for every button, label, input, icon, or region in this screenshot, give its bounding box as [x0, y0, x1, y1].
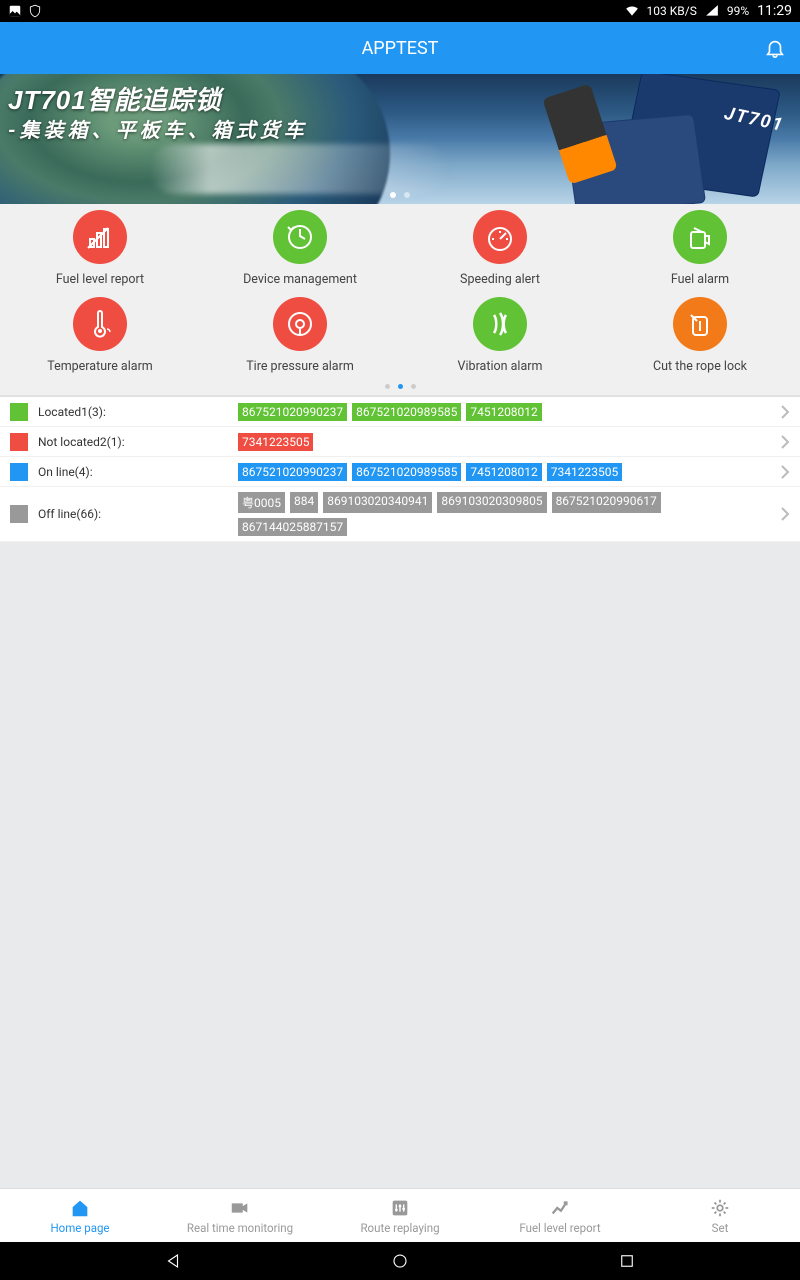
- device-chip[interactable]: 7451208012: [466, 463, 541, 481]
- status-label: Not located2(1):: [38, 435, 238, 449]
- thermo-icon: [83, 307, 117, 341]
- data-speed: 103 KB/S: [647, 4, 697, 18]
- nav-sliders[interactable]: Route replaying: [320, 1189, 480, 1242]
- device-chip[interactable]: 869103020309805: [437, 492, 546, 513]
- recent-icon[interactable]: [618, 1252, 636, 1270]
- feature-chart[interactable]: Fuel level report: [0, 208, 200, 295]
- status-color-indicator: [10, 463, 28, 481]
- wifi-icon: [625, 4, 639, 18]
- device-chip[interactable]: 867521020990237: [238, 403, 347, 421]
- feature-label: Fuel alarm: [671, 272, 729, 287]
- refresh-icon: [283, 220, 317, 254]
- device-chip[interactable]: 867521020989585: [352, 403, 461, 421]
- status-color-indicator: [10, 403, 28, 421]
- bell-icon[interactable]: [764, 37, 786, 59]
- device-chip[interactable]: 884: [290, 492, 318, 513]
- bottom-nav: Home page Real time monitoring Route rep…: [0, 1188, 800, 1242]
- page-title: APPTEST: [362, 38, 439, 59]
- device-chips: 粤0005884869103020340941869103020309805 86…: [238, 492, 772, 536]
- device-chip[interactable]: 869103020340941: [323, 492, 432, 513]
- feature-vibrate[interactable]: Vibration alarm: [400, 295, 600, 382]
- feature-label: Temperature alarm: [47, 359, 153, 374]
- signal-icon: [705, 4, 719, 18]
- feature-label: Vibration alarm: [458, 359, 543, 374]
- clock: 11:29: [757, 3, 792, 19]
- device-chip[interactable]: 867144025887157: [238, 518, 347, 536]
- grid-pagination: [0, 382, 800, 393]
- feature-label: Fuel level report: [56, 272, 144, 287]
- tire-icon: [283, 307, 317, 341]
- device-chip[interactable]: 7451208012: [466, 403, 541, 421]
- device-chip[interactable]: 7341223505: [238, 433, 313, 451]
- empty-space: [0, 542, 800, 1188]
- status-color-indicator: [10, 433, 28, 451]
- nav-home[interactable]: Home page: [0, 1189, 160, 1242]
- status-row[interactable]: Not located2(1): 7341223505: [0, 427, 800, 457]
- banner-title: JT701智能追踪锁: [8, 80, 222, 117]
- gear-icon: [709, 1197, 731, 1219]
- android-status-bar: 103 KB/S 99% 11:29: [0, 0, 800, 22]
- camera-icon: [229, 1197, 251, 1219]
- nav-label: Set: [712, 1221, 729, 1235]
- banner-subtitle: -集装箱、平板车、箱式货车: [8, 114, 308, 143]
- status-label: On line(4):: [38, 465, 238, 479]
- chevron-right-icon: [780, 434, 790, 450]
- app-header: APPTEST: [0, 22, 800, 74]
- feature-label: Speeding alert: [460, 272, 540, 287]
- fuel-icon: [683, 220, 717, 254]
- device-chip[interactable]: 867521020990617: [552, 492, 661, 513]
- banner-pagination: [390, 192, 410, 198]
- feature-refresh[interactable]: Device management: [200, 208, 400, 295]
- battery-percent: 99%: [727, 4, 749, 18]
- cut-icon: [683, 307, 717, 341]
- home-icon: [69, 1197, 91, 1219]
- status-label: Off line(66):: [38, 507, 238, 521]
- nav-trend[interactable]: Fuel level report: [480, 1189, 640, 1242]
- feature-cut[interactable]: Cut the rope lock: [600, 295, 800, 382]
- nav-label: Home page: [50, 1221, 109, 1235]
- gauge-icon: [483, 220, 517, 254]
- device-chips: 7341223505: [238, 433, 772, 451]
- chevron-right-icon: [780, 464, 790, 480]
- nav-label: Fuel level report: [519, 1221, 600, 1235]
- status-color-indicator: [10, 505, 28, 523]
- nav-label: Route replaying: [360, 1221, 439, 1235]
- device-chip[interactable]: 867521020989585: [352, 463, 461, 481]
- feature-label: Cut the rope lock: [653, 359, 747, 374]
- device-chip[interactable]: 粤0005: [238, 492, 285, 513]
- chart-icon: [83, 220, 117, 254]
- banner[interactable]: JT701 JT701智能追踪锁 -集装箱、平板车、箱式货车: [0, 74, 800, 204]
- image-icon: [8, 4, 22, 18]
- feature-label: Tire pressure alarm: [246, 359, 354, 374]
- status-row[interactable]: Off line(66): 粤0005884869103020340941869…: [0, 487, 800, 542]
- device-chips: 867521020990237 867521020989585 7451208012: [238, 403, 772, 421]
- android-nav-bar: [0, 1242, 800, 1280]
- feature-label: Device management: [243, 272, 357, 287]
- feature-gauge[interactable]: Speeding alert: [400, 208, 600, 295]
- device-chip[interactable]: 867521020990237: [238, 463, 347, 481]
- shield-icon: [28, 4, 42, 18]
- chevron-right-icon: [780, 404, 790, 420]
- feature-thermo[interactable]: Temperature alarm: [0, 295, 200, 382]
- features-grid: Fuel level report Device management Spee…: [0, 204, 800, 395]
- feature-tire[interactable]: Tire pressure alarm: [200, 295, 400, 382]
- device-chip[interactable]: 7341223505: [547, 463, 622, 481]
- trend-icon: [549, 1197, 571, 1219]
- nav-label: Real time monitoring: [187, 1221, 293, 1235]
- sliders-icon: [389, 1197, 411, 1219]
- nav-camera[interactable]: Real time monitoring: [160, 1189, 320, 1242]
- status-row[interactable]: Located1(3): 867521020990237 867521020989…: [0, 397, 800, 427]
- nav-gear[interactable]: Set: [640, 1189, 800, 1242]
- status-label: Located1(3):: [38, 405, 238, 419]
- back-icon[interactable]: [164, 1252, 182, 1270]
- status-row[interactable]: On line(4): 867521020990237 8675210209895…: [0, 457, 800, 487]
- chevron-right-icon: [780, 506, 790, 522]
- feature-fuel[interactable]: Fuel alarm: [600, 208, 800, 295]
- home-icon[interactable]: [391, 1252, 409, 1270]
- device-chips: 867521020990237 867521020989585 7451208012…: [238, 463, 772, 481]
- device-status-list: Located1(3): 867521020990237 867521020989…: [0, 395, 800, 542]
- vibrate-icon: [483, 307, 517, 341]
